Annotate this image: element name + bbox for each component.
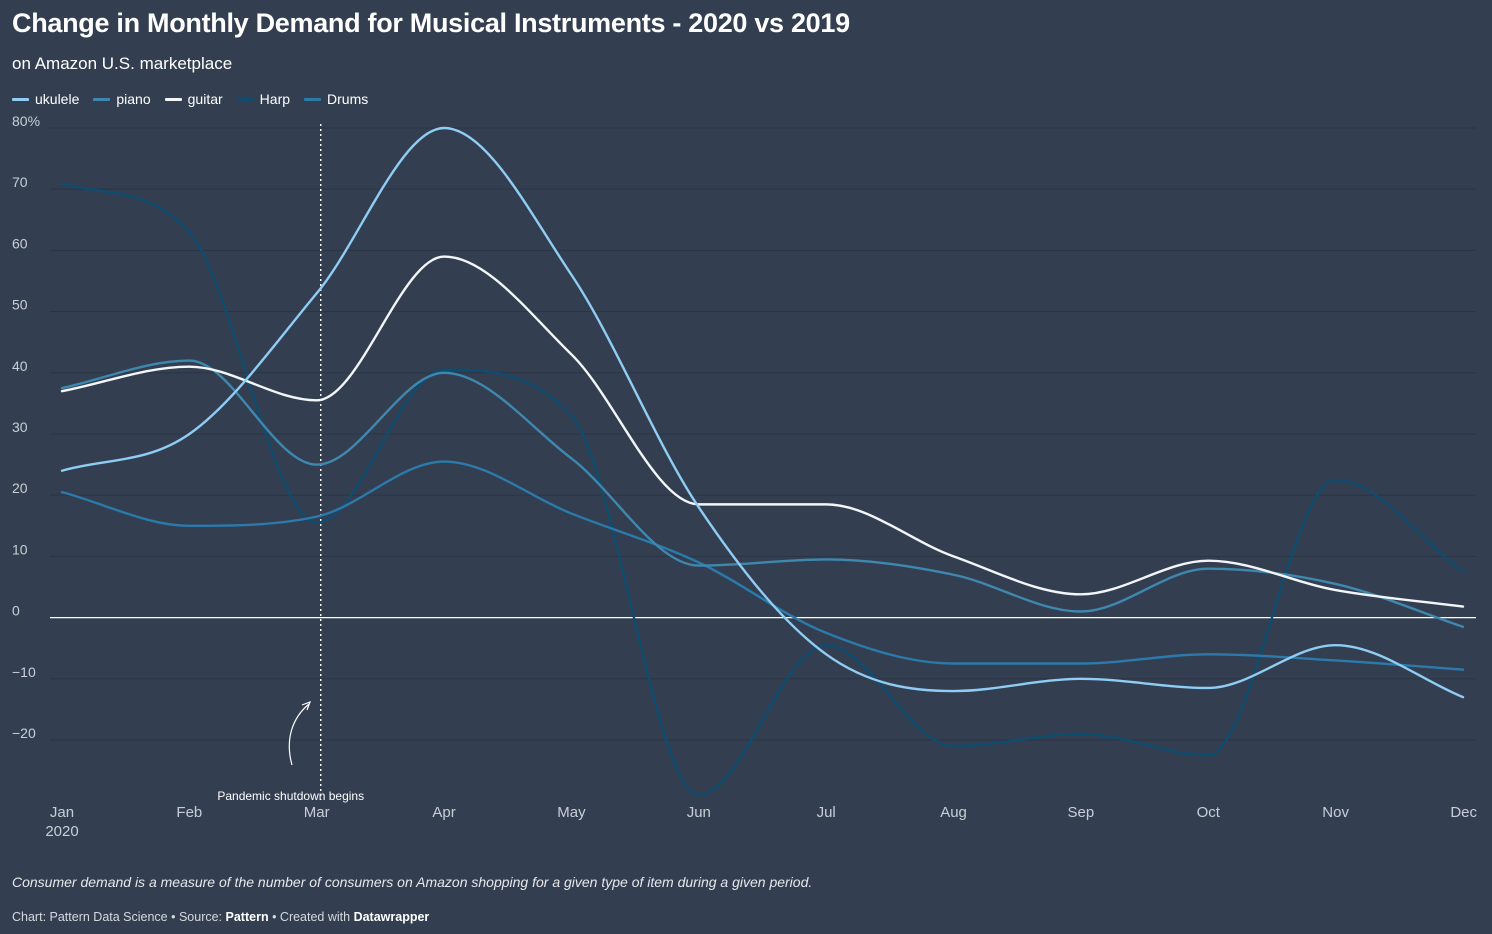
annotation-arrow	[288, 703, 310, 766]
series-line-piano	[60, 359, 1465, 628]
chart-legend: ukulele piano guitar Harp Drums	[12, 91, 368, 107]
x-tick-label: Nov	[1322, 804, 1349, 821]
x-tick-label: 2020	[45, 823, 78, 840]
x-tick-label: May	[557, 804, 586, 821]
y-tick-label: 80%	[12, 113, 40, 129]
x-tick-label: Oct	[1197, 804, 1221, 821]
legend-label: guitar	[187, 91, 223, 107]
legend-item-drums: Drums	[304, 91, 368, 107]
series-line-harp	[60, 181, 1465, 797]
annotation-label: Pandemic shutdown begins	[217, 789, 364, 803]
x-tick-label: Mar	[304, 804, 330, 821]
legend-label: Harp	[259, 91, 291, 107]
y-tick-label: 50	[12, 297, 28, 313]
series-line-ukulele	[60, 126, 1465, 699]
legend-swatch	[12, 97, 29, 101]
legend-swatch	[304, 97, 322, 101]
y-tick-label: −10	[12, 664, 36, 680]
created-prefix: • Created with	[268, 910, 354, 924]
legend-swatch	[164, 97, 182, 101]
chart-subtitle: on Amazon U.S. marketplace	[12, 54, 233, 73]
legend-label: Drums	[327, 91, 369, 107]
y-tick-label: 0	[12, 603, 20, 619]
legend-item-guitar: guitar	[164, 91, 223, 107]
x-tick-label: Aug	[940, 804, 967, 821]
datawrapper-link[interactable]: Datawrapper	[353, 910, 430, 924]
y-tick-label: 30	[12, 419, 28, 435]
chart-title: Change in Monthly Demand for Musical Ins…	[12, 8, 850, 38]
x-tick-label: Jul	[817, 804, 836, 821]
chart-byline: Chart: Pattern Data Science • Source: Pa…	[12, 910, 429, 924]
legend-item-piano: piano	[93, 91, 151, 107]
source-link[interactable]: Pattern	[225, 910, 269, 924]
legend-label: ukulele	[35, 91, 80, 107]
legend-swatch	[93, 97, 111, 101]
y-tick-label: 60	[12, 235, 28, 251]
x-tick-label: Sep	[1068, 804, 1095, 821]
y-tick-label: 20	[12, 480, 28, 496]
legend-item-ukulele: ukulele	[12, 91, 79, 107]
x-tick-label: Apr	[432, 804, 455, 821]
y-tick-label: −20	[12, 725, 36, 741]
series-line-drums	[60, 460, 1465, 671]
legend-label: piano	[116, 91, 151, 107]
byline-prefix: Chart: Pattern Data Science • Source:	[12, 910, 226, 924]
y-tick-label: 70	[12, 174, 28, 190]
legend-swatch	[236, 97, 254, 101]
legend-item-harp: Harp	[236, 91, 291, 107]
x-tick-label: Feb	[176, 804, 202, 821]
chart-notes: Consumer demand is a measure of the numb…	[12, 874, 813, 890]
y-tick-label: 10	[12, 541, 28, 557]
x-tick-label: Dec	[1450, 804, 1477, 821]
x-tick-label: Jan	[50, 804, 74, 821]
series-line-guitar	[60, 255, 1465, 608]
y-tick-label: 40	[12, 358, 28, 374]
x-tick-label: Jun	[687, 804, 711, 821]
annotation-arrowhead	[301, 700, 312, 711]
